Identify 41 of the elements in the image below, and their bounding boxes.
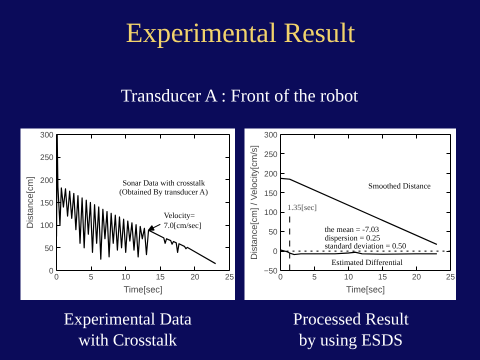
y-tick-label: −50 (264, 266, 278, 276)
x-tick-label: 15 (156, 272, 166, 282)
text: Smoothed Distance (368, 181, 432, 190)
x-axis-title: Time[sec] (346, 284, 385, 294)
x-tick-label: 25 (446, 272, 456, 282)
legend-label: Sonar Data with crosstalk (Obtained By transducer A) (119, 178, 208, 197)
y-tick-label: 0 (273, 247, 278, 256)
annotation: the mean = -7.03 (324, 225, 379, 234)
y-tick-label: 50 (44, 244, 54, 253)
annotation: Velocity= 7.0[cm/sec] (164, 211, 202, 230)
y-tick-label: 300 (40, 130, 54, 140)
y-tick-label: 250 (264, 150, 278, 159)
y-tick-label: 150 (40, 198, 54, 208)
ref-line-label: 1.35[sec] (287, 203, 318, 212)
x-axis-title: Time[sec] (124, 284, 162, 294)
y-tick-label: 100 (264, 208, 278, 218)
y-tick-label: 200 (264, 169, 278, 178)
y-tick-label: 100 (40, 221, 54, 230)
x-tick-label: 20 (190, 272, 200, 282)
text: Transducer A : Front of the robot (120, 85, 358, 106)
x-tick-label: 5 (312, 272, 318, 282)
y-tick-label: 50 (268, 228, 278, 237)
y-tick-label: 250 (40, 153, 54, 162)
y-axis-title: Distance[cm] (25, 176, 36, 229)
x-tick-label: 10 (344, 272, 354, 282)
x-tick-label: 25 (225, 272, 234, 282)
series-label: Estimated Differential (332, 258, 404, 268)
annotation: dispersion = 0.25 (324, 233, 380, 242)
y-tick-label: 300 (264, 130, 278, 140)
x-tick-label: 20 (412, 272, 422, 282)
y-tick-label: 200 (40, 176, 54, 185)
y-axis-title: Distance[cm] / Velocity[cm/s] (248, 145, 259, 260)
y-tick-label: 150 (264, 188, 278, 198)
x-tick-label: 15 (378, 272, 388, 282)
annotation: standard deviation = 0.50 (324, 242, 406, 251)
text: Experimental Data with Crosstalk (64, 310, 192, 350)
text: Experimental Result (126, 18, 356, 50)
x-tick-label: 10 (121, 272, 131, 282)
text: Processed Result by using ESDS (293, 310, 410, 350)
x-tick-label: 5 (88, 272, 94, 282)
y-tick-label: 0 (49, 266, 54, 276)
